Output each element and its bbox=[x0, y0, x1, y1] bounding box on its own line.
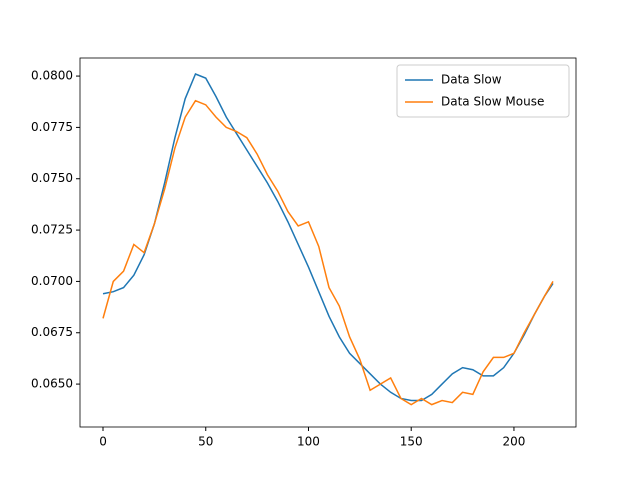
y-tick-label: 0.0700 bbox=[31, 274, 73, 288]
y-tick-label: 0.0800 bbox=[31, 69, 73, 83]
x-tick-label: 50 bbox=[198, 435, 213, 449]
y-tick-label: 0.0775 bbox=[31, 120, 73, 134]
line bbox=[102, 73, 554, 402]
plot-frame bbox=[79, 57, 577, 428]
line bbox=[102, 99, 554, 406]
x-tick-label: 0 bbox=[99, 435, 107, 449]
y-tick-label: 0.0650 bbox=[31, 377, 73, 391]
y-tick-label: 0.0725 bbox=[31, 223, 73, 237]
x-tick-label: 200 bbox=[502, 435, 525, 449]
legend-label: Data Slow Mouse bbox=[441, 95, 544, 109]
legend-label: Data Slow bbox=[441, 73, 502, 87]
legend-box bbox=[396, 64, 570, 118]
y-tick-label: 0.0750 bbox=[31, 171, 73, 185]
y-tick-label: 0.0675 bbox=[31, 325, 73, 339]
x-tick-label: 100 bbox=[297, 435, 320, 449]
x-tick-label: 150 bbox=[400, 435, 423, 449]
